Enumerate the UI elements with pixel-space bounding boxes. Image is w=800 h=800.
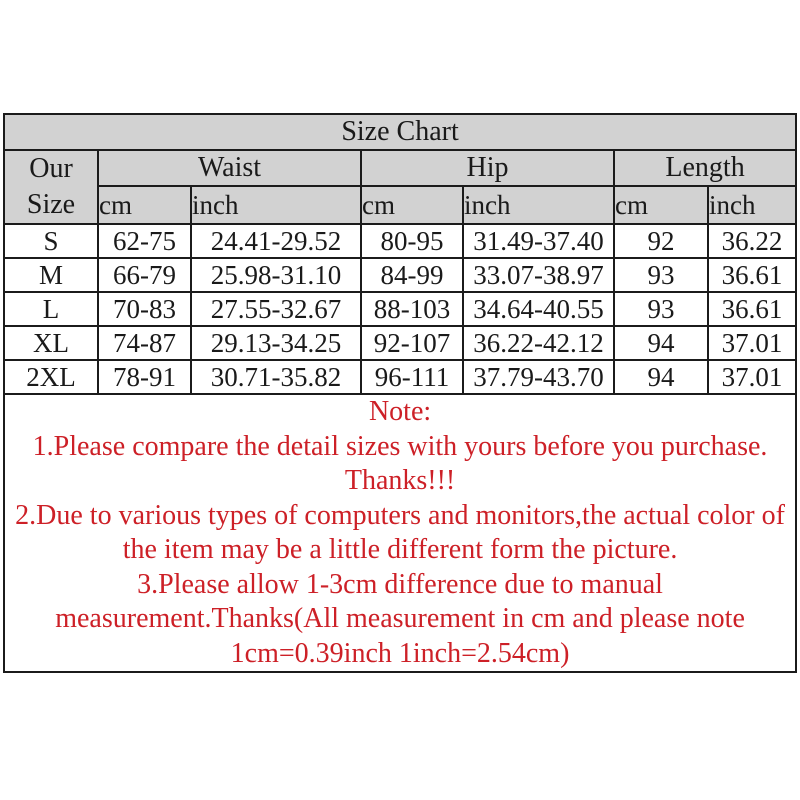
unit-hip-cm: cm bbox=[360, 185, 464, 225]
unit-header-row: cm inch cm inch cm inch bbox=[4, 185, 798, 225]
row-s-hip-cm: 80-95 bbox=[360, 223, 464, 259]
note-heading: Note: bbox=[368, 396, 432, 427]
row-2xl-hip-cm: 96-111 bbox=[360, 359, 464, 395]
row-l-waist-cm: 70-83 bbox=[97, 291, 192, 327]
row-m-hip-cm: 84-99 bbox=[360, 257, 464, 293]
table-row: M 66-79 25.98-31.10 84-99 33.07-38.97 93… bbox=[3, 257, 798, 293]
row-xl-hip-inch: 36.22-42.12 bbox=[462, 325, 615, 361]
row-m-length-inch: 36.61 bbox=[706, 257, 798, 293]
row-xl-size: XL bbox=[3, 325, 99, 361]
unit-waist-cm: cm bbox=[97, 185, 192, 225]
row-m-waist-inch: 25.98-31.10 bbox=[190, 257, 362, 293]
row-2xl-waist-cm: 78-91 bbox=[97, 359, 192, 395]
row-m-waist-cm: 66-79 bbox=[97, 257, 192, 293]
row-l-size: L bbox=[3, 291, 99, 327]
row-2xl-size: 2XL bbox=[3, 359, 99, 395]
row-l-length-cm: 93 bbox=[613, 291, 709, 327]
size-chart-table: Size Chart Our Size Waist Hip Length cm … bbox=[2, 113, 798, 673]
row-2xl-hip-inch: 37.79-43.70 bbox=[462, 359, 615, 395]
note-line: 2.Due to various types of computers and … bbox=[15, 499, 785, 531]
header-waist: Waist bbox=[97, 148, 362, 188]
row-l-hip-inch: 34.64-40.55 bbox=[462, 291, 615, 327]
table-row: S 62-75 24.41-29.52 80-95 31.49-37.40 92… bbox=[3, 223, 798, 259]
row-s-waist-inch: 24.41-29.52 bbox=[190, 223, 362, 259]
row-l-length-inch: 36.61 bbox=[706, 291, 798, 327]
note-line: measurement.Thanks(All measurement in cm… bbox=[55, 603, 745, 634]
row-s-size: S bbox=[3, 223, 99, 259]
row-xl-length-cm: 94 bbox=[613, 325, 709, 361]
table-row: L 70-83 27.55-32.67 88-103 34.64-40.55 9… bbox=[3, 291, 798, 327]
row-2xl-length-inch: 37.01 bbox=[706, 359, 798, 395]
unit-length-cm: cm bbox=[613, 185, 709, 225]
row-s-waist-cm: 62-75 bbox=[97, 223, 192, 259]
row-xl-waist-inch: 29.13-34.25 bbox=[190, 325, 362, 361]
row-l-waist-inch: 27.55-32.67 bbox=[190, 291, 362, 327]
row-2xl-waist-inch: 30.71-35.82 bbox=[190, 359, 362, 395]
row-m-size: M bbox=[3, 257, 99, 293]
row-l-hip-cm: 88-103 bbox=[360, 291, 464, 327]
row-s-hip-inch: 31.49-37.40 bbox=[462, 223, 615, 259]
row-m-length-cm: 93 bbox=[613, 257, 709, 293]
header-our-size: Our Size bbox=[3, 149, 99, 225]
row-m-hip-inch: 33.07-38.97 bbox=[462, 257, 615, 293]
note-line: 1cm=0.39inch 1inch=2.54cm) bbox=[230, 637, 570, 669]
header-length: Length bbox=[612, 148, 798, 188]
note-line: 3.Please allow 1-3cm difference due to m… bbox=[137, 568, 663, 600]
title-row: Size Chart bbox=[2, 113, 798, 151]
note-row: Note: 1.Please compare the detail sizes … bbox=[2, 393, 798, 673]
note-section: Note: 1.Please compare the detail sizes … bbox=[2, 393, 798, 673]
row-s-length-inch: 36.22 bbox=[706, 223, 798, 259]
group-header-row: Our Size Waist Hip Length bbox=[3, 148, 798, 225]
unit-length-inch: inch bbox=[706, 185, 798, 225]
chart-title: Size Chart bbox=[2, 113, 798, 151]
note-line: 1.Please compare the detail sizes with y… bbox=[32, 430, 768, 462]
unit-hip-inch: inch bbox=[462, 185, 615, 225]
unit-waist-inch: inch bbox=[190, 185, 362, 225]
table-row: 2XL 78-91 30.71-35.82 96-111 37.79-43.70… bbox=[3, 359, 798, 395]
table-row: XL 74-87 29.13-34.25 92-107 36.22-42.12 … bbox=[3, 325, 798, 361]
row-2xl-length-cm: 94 bbox=[613, 359, 709, 395]
header-hip: Hip bbox=[360, 148, 615, 188]
note-line: the item may be a little different form … bbox=[122, 534, 678, 565]
row-xl-hip-cm: 92-107 bbox=[360, 325, 464, 361]
row-xl-waist-cm: 74-87 bbox=[97, 325, 192, 361]
note-line: Thanks!!! bbox=[344, 465, 456, 496]
row-xl-length-inch: 37.01 bbox=[706, 325, 798, 361]
row-s-length-cm: 92 bbox=[613, 223, 709, 259]
